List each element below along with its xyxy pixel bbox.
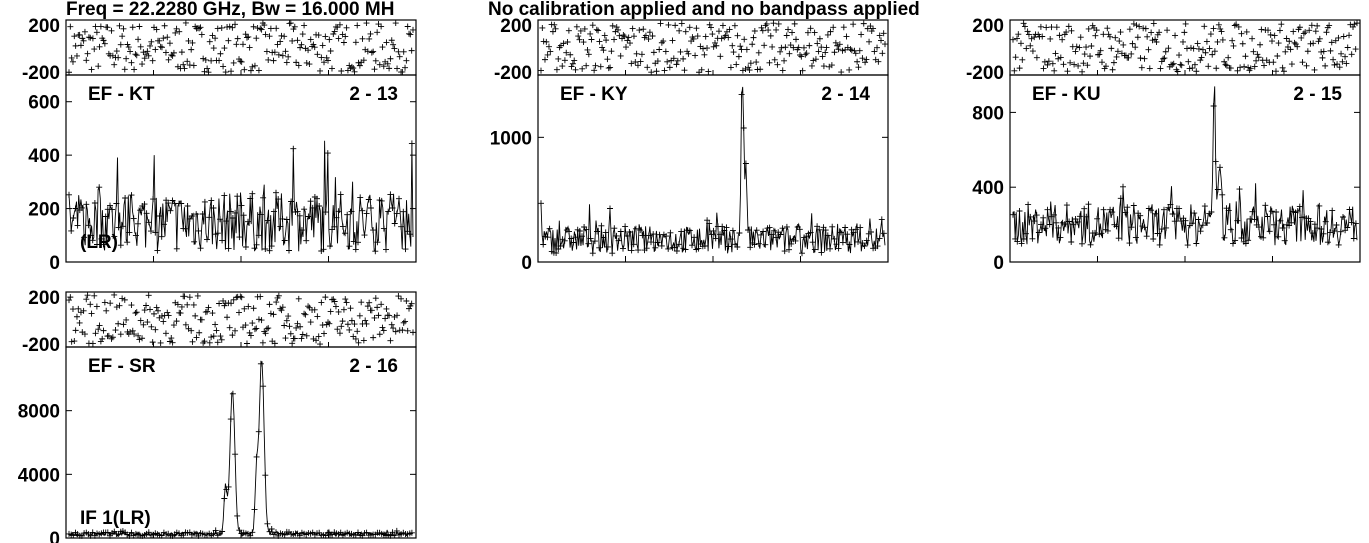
- amplitude-points: [538, 91, 887, 257]
- baseline-label: EF - KY: [560, 84, 628, 105]
- antenna-pair-label: 2 - 15: [1293, 84, 1342, 105]
- phase-points: [1010, 20, 1360, 75]
- phase-tick-label: 200: [972, 16, 1004, 37]
- antenna-pair-label: 2 - 16: [349, 356, 398, 377]
- amplitude-tick-label: 1000: [490, 128, 532, 149]
- antenna-pair-label: 2 - 14: [821, 84, 870, 105]
- phase-tick-label: -200: [494, 63, 532, 84]
- amplitude-points: [66, 140, 415, 255]
- amplitude-tick-label: 400: [28, 146, 60, 167]
- amplitude-points: [1010, 103, 1359, 249]
- phase-tick-label: 200: [500, 16, 532, 37]
- amplitude-tick-label: 4000: [18, 465, 60, 486]
- phase-points: [66, 19, 416, 76]
- amplitude-tick-label: 0: [49, 253, 60, 274]
- amplitude-tick-label: 600: [28, 93, 60, 114]
- phase-tick-label: -200: [22, 335, 60, 356]
- baseline-label: EF - SR: [88, 356, 156, 377]
- baseline-label: EF - KU: [1032, 84, 1101, 105]
- amplitude-tick-label: 0: [521, 253, 532, 274]
- phase-tick-label: 200: [28, 16, 60, 37]
- baseline-label: EF - KT: [88, 84, 155, 105]
- phase-tick-label: -200: [22, 63, 60, 84]
- baseline-panel: 200 -200 1000 0 EF - KY 2 - 14: [490, 16, 889, 274]
- calibration-header: No calibration applied and no bandpass a…: [488, 0, 920, 20]
- amplitude-line: [68, 140, 414, 253]
- phase-frame: [537, 19, 889, 76]
- amplitude-tick-label: 800: [972, 103, 1004, 124]
- amplitude-tick-label: 0: [993, 253, 1004, 274]
- baseline-panel: 200 -200 800 400 0 EF - KU 2 - 15: [966, 16, 1361, 274]
- baseline-panel: 200 -200 600 400 200 0 EF - KT 2 - 13 (LR): [22, 16, 417, 274]
- amplitude-tick-label: 400: [972, 178, 1004, 199]
- phase-points: [66, 291, 416, 348]
- amplitude-tick-label: 8000: [18, 402, 60, 423]
- amplitude-line: [540, 86, 886, 255]
- if-label: (LR): [80, 232, 118, 253]
- baseline-panels: 200 -200 600 400 200 0 EF - KT 2 - 13 (LR) 200 -20…: [18, 16, 1361, 543]
- if-label: IF 1(LR): [80, 508, 151, 529]
- amplitude-points: [66, 360, 415, 539]
- phase-tick-label: -200: [966, 63, 1004, 84]
- amplitude-tick-label: 0: [49, 529, 60, 543]
- baseline-panel: 200 -200 8000 4000 0 EF - SR 2 - 16 IF 1(LR): [18, 288, 417, 543]
- amplitude-tick-label: 200: [28, 200, 60, 221]
- frequency-header: Freq = 22.2280 GHz, Bw = 16.000 MH: [66, 0, 394, 20]
- phase-frame: [1009, 19, 1361, 76]
- phase-tick-label: 200: [28, 288, 60, 309]
- phase-frame: [65, 19, 417, 76]
- antenna-pair-label: 2 - 13: [349, 84, 398, 105]
- phase-points: [538, 20, 888, 76]
